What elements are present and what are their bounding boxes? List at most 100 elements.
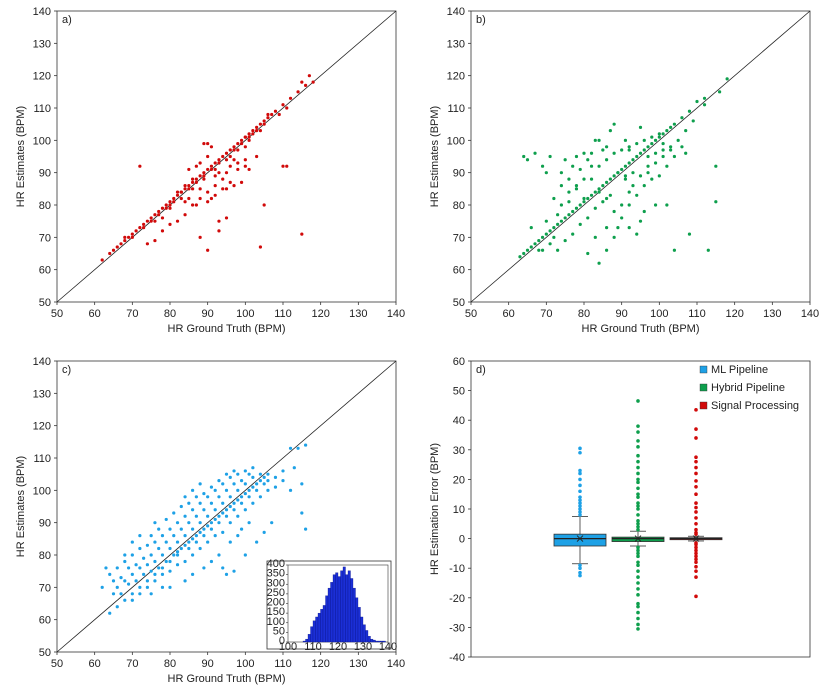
data-point — [115, 245, 119, 249]
data-point — [270, 112, 274, 117]
outlier-point — [636, 522, 640, 526]
outlier-point — [694, 569, 698, 573]
data-point — [194, 534, 198, 538]
data-point — [206, 190, 210, 194]
y-tick-label: -10 — [449, 563, 465, 575]
y-tick-label: 0 — [459, 534, 465, 546]
data-point — [714, 164, 718, 168]
data-point — [646, 164, 650, 168]
data-point — [108, 251, 112, 256]
data-point — [266, 472, 270, 476]
outlier-point — [636, 563, 640, 568]
legend-swatch — [699, 401, 708, 410]
data-point — [601, 148, 605, 152]
outlier-point — [578, 477, 582, 482]
data-point — [665, 129, 669, 133]
data-point — [605, 226, 609, 230]
data-point — [258, 479, 262, 483]
x-axis-label: HR Ground Truth (BPM) — [582, 323, 700, 335]
outlier-point — [578, 501, 582, 505]
data-point — [202, 171, 206, 175]
data-point — [187, 540, 191, 544]
outlier-point — [694, 560, 698, 565]
data-point — [224, 472, 229, 476]
data-point — [126, 235, 131, 239]
histogram-bar — [302, 640, 306, 643]
y-tick-label: 70 — [453, 232, 465, 244]
data-point — [578, 203, 582, 207]
data-point — [273, 109, 278, 113]
data-point — [126, 582, 131, 586]
data-point — [134, 579, 138, 583]
histogram-bar — [305, 638, 309, 643]
data-point — [168, 559, 172, 564]
data-point — [567, 190, 571, 194]
data-point — [194, 180, 198, 184]
data-point — [153, 521, 157, 525]
data-point — [669, 148, 673, 152]
data-point — [281, 164, 285, 168]
outlier-point — [578, 489, 582, 494]
x-tick-label: 120 — [725, 308, 743, 320]
outlier-point — [636, 622, 640, 627]
outlier-point — [636, 399, 640, 403]
y-tick-label: 60 — [39, 265, 51, 277]
outlier-point — [636, 548, 640, 553]
outlier-point — [578, 468, 582, 473]
data-point — [601, 200, 605, 204]
x-axis-label: HR Ground Truth (BPM) — [168, 323, 286, 335]
data-point — [270, 521, 274, 525]
data-point — [157, 527, 161, 531]
data-point — [243, 164, 247, 168]
data-point — [627, 226, 631, 230]
data-point — [123, 579, 127, 583]
data-point — [620, 203, 624, 207]
data-point — [635, 193, 639, 197]
data-point — [706, 248, 710, 252]
data-point — [168, 200, 172, 204]
y-tick-label: 70 — [39, 582, 51, 594]
data-point — [247, 521, 251, 525]
data-point — [255, 154, 259, 159]
data-point — [571, 232, 575, 236]
data-point — [300, 80, 304, 84]
data-point — [209, 501, 214, 505]
data-point — [586, 251, 590, 256]
outlier-point — [694, 505, 698, 510]
data-point — [582, 151, 586, 155]
outlier-point — [578, 483, 582, 488]
outlier-point — [694, 541, 698, 545]
data-point — [202, 174, 206, 178]
data-point — [251, 485, 255, 489]
data-point — [191, 537, 195, 541]
data-point — [582, 200, 586, 204]
data-point — [232, 569, 236, 573]
data-point — [160, 585, 165, 589]
data-point — [104, 566, 108, 570]
x-tick-label: 100 — [236, 658, 254, 670]
inset-y-tick-label: 400 — [267, 558, 285, 570]
x-tick-label: 100 — [236, 308, 254, 320]
outlier-point — [636, 593, 640, 597]
data-point — [138, 546, 142, 551]
data-point — [627, 161, 631, 165]
data-point — [669, 125, 673, 129]
data-point — [529, 245, 533, 249]
histogram-bar — [375, 640, 379, 643]
data-point — [638, 174, 643, 178]
data-point — [149, 534, 153, 538]
data-point — [187, 196, 191, 201]
data-point — [653, 151, 658, 155]
data-point — [191, 553, 195, 557]
data-point — [236, 141, 240, 146]
data-point — [296, 446, 300, 450]
data-point — [179, 546, 183, 551]
data-point — [251, 501, 255, 505]
data-point — [680, 145, 684, 149]
outlier-point — [578, 446, 582, 451]
data-point — [183, 200, 187, 204]
outlier-point — [694, 548, 698, 553]
legend-label: Hybrid Pipeline — [711, 382, 785, 394]
data-point — [548, 229, 552, 233]
outlier-point — [636, 486, 640, 491]
